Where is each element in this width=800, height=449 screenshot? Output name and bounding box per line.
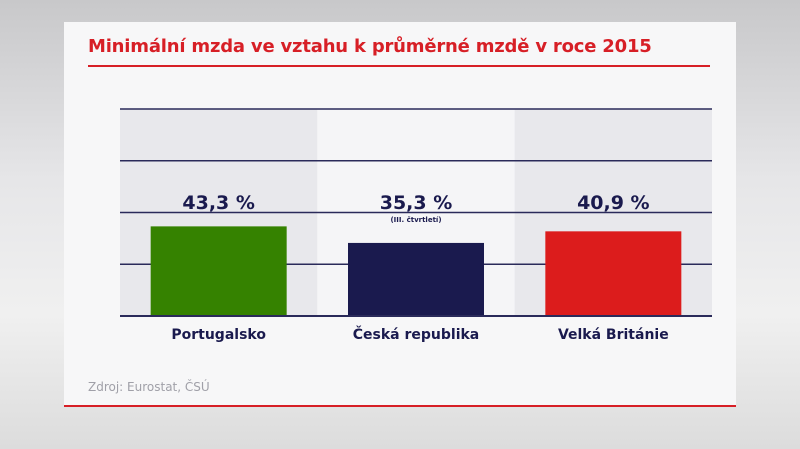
value-label: 35,3 % (380, 192, 453, 214)
title-divider (88, 65, 710, 67)
category-label: Portugalsko (171, 327, 266, 343)
bottom-divider (64, 405, 736, 407)
bar-1 (150, 226, 287, 316)
value-label: 43,3 % (182, 192, 255, 214)
bar-chart: 43,3 % Portugalsko 35,3 % (III. čtvrtletí) Č… (120, 108, 712, 343)
value-annotation: (III. čtvrtletí) (390, 216, 441, 224)
bar-2 (348, 242, 484, 316)
chart-title: Minimální mzda ve vztahu k průměrné mzdě… (88, 36, 652, 57)
value-label: 40,9 % (577, 192, 650, 214)
source-note: Zdroj: Eurostat, ČSÚ (88, 380, 210, 394)
category-label: Velká Británie (558, 327, 669, 343)
category-label: Česká republika (353, 325, 480, 343)
chart-card: Minimální mzda ve vztahu k průměrné mzdě… (64, 22, 736, 407)
bar-3 (545, 231, 682, 316)
